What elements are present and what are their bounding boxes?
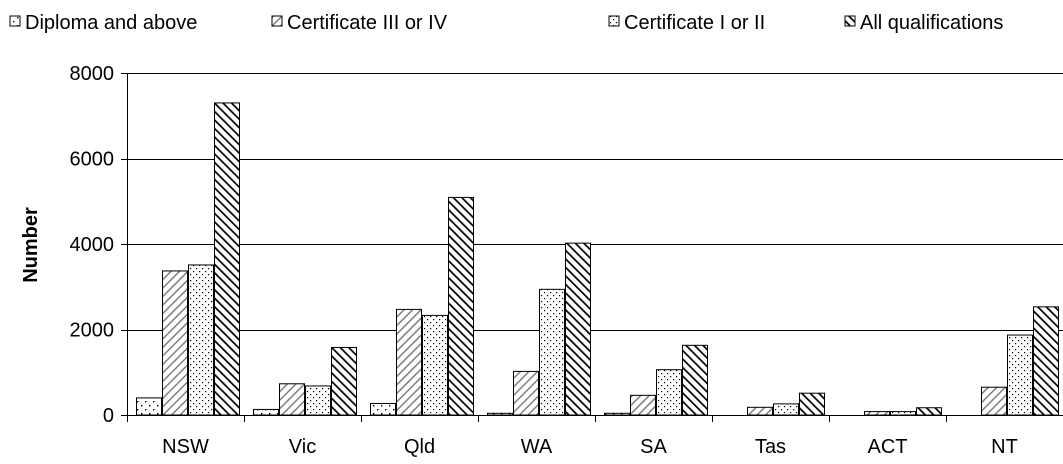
bars [136,102,1059,416]
bar-wa-series-4 [565,242,591,416]
x-tick-label: Qld [404,436,435,458]
x-tick-label: SA [640,436,667,458]
bar-wa-series-1 [487,412,513,416]
bar-vic-series-3 [305,385,331,416]
legend: Diploma and above Certificate III or IV Ce… [9,12,1003,34]
bar-nt-series-3 [1007,334,1033,416]
x-tick-label: NT [991,436,1018,458]
y-tick-labels: 0 2000 4000 6000 8000 [70,63,115,427]
legend-item: All qualifications [844,12,1003,34]
bar-wa-series-3 [539,288,565,416]
legend-label: Diploma and above [25,12,197,34]
y-tick-label: 0 [103,405,114,427]
bar-nsw-series-4 [214,102,240,416]
bar-sa-series-4 [682,344,708,416]
x-tick-labels: NSW Vic Qld WA SA Tas ACT NT [162,436,1018,458]
bar-sa-series-1 [604,412,630,416]
y-axis-title: Number [20,207,42,283]
bar-qld-series-1 [370,402,396,416]
bar-qld-series-2 [396,308,422,416]
bar-nsw-series-2 [162,270,188,416]
bar-tas-series-2 [747,406,773,416]
legend-swatch [844,15,856,27]
y-tick-label: 4000 [70,234,115,256]
legend-item: Certificate I or II [608,12,765,34]
bar-nsw-series-1 [136,397,162,416]
bar-tas-series-3 [773,403,799,416]
bar-qld-series-4 [448,196,474,416]
bar-sa-series-3 [656,369,682,416]
bar-wa-series-2 [513,370,539,416]
bar-vic-series-1 [253,408,279,416]
x-tick-label: WA [521,436,553,458]
gridlines [127,73,1063,331]
legend-swatch [608,15,620,27]
y-tick-label: 2000 [70,320,115,342]
bar-vic-series-4 [331,346,357,416]
bar-tas-series-4 [799,392,825,416]
bar-act-series-4 [916,407,942,416]
x-tick-label: ACT [868,436,908,458]
y-tick-label: 6000 [70,149,115,171]
y-tick-label: 8000 [70,63,115,85]
legend-item: Certificate III or IV [271,12,448,34]
bar-nsw-series-3 [188,264,214,416]
bar-sa-series-2 [630,394,656,416]
bar-nt-series-2 [981,386,1007,416]
legend-item: Diploma and above [9,12,197,34]
x-tick-label: Tas [755,436,786,458]
bar-act-series-3 [890,411,916,416]
x-tick-label: NSW [162,436,209,458]
legend-label: Certificate I or II [624,12,765,34]
bar-nt-series-4 [1033,306,1059,416]
x-tick-label: Vic [289,436,316,458]
legend-swatch [271,15,283,27]
bar-qld-series-3 [422,314,448,416]
bar-vic-series-2 [279,383,305,416]
bar-act-series-2 [864,411,890,416]
legend-label: All qualifications [860,12,1003,34]
legend-swatch [9,15,21,27]
axes [121,73,1063,422]
legend-label: Certificate III or IV [287,12,448,34]
